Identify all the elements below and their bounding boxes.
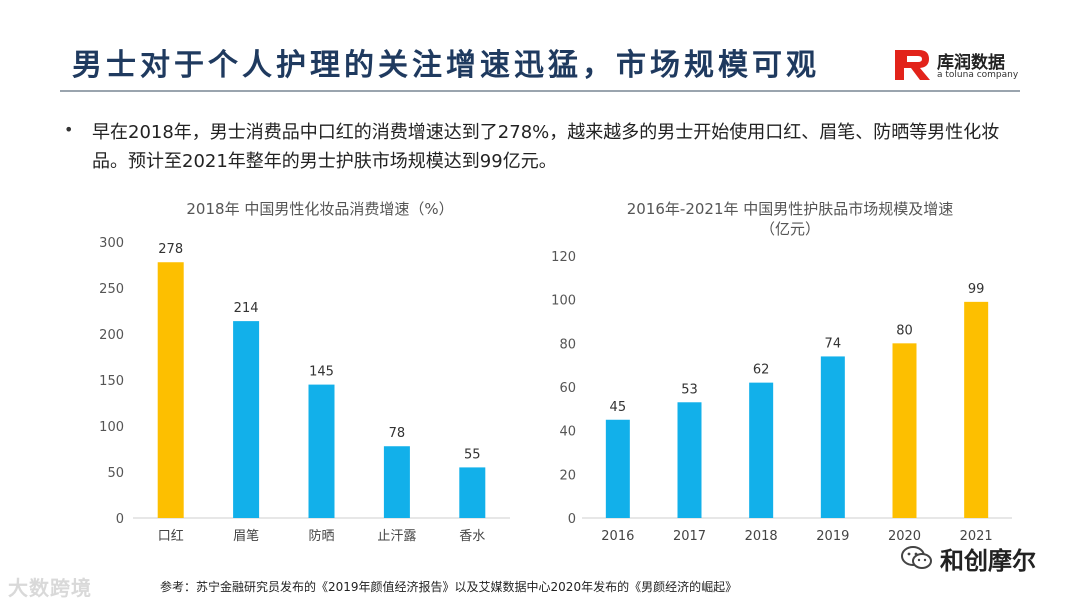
bar-2020 xyxy=(892,343,917,518)
bar-2018 xyxy=(749,382,774,518)
category-label: 眉笔 xyxy=(233,528,259,544)
data-label: 74 xyxy=(825,336,842,351)
data-label: 214 xyxy=(234,301,259,316)
y-tick-label: 100 xyxy=(99,420,124,435)
category-label: 口红 xyxy=(158,528,184,544)
y-tick-label: 20 xyxy=(559,468,576,483)
bar-眉笔 xyxy=(233,321,260,518)
y-tick-label: 80 xyxy=(559,337,576,352)
y-tick-label: 150 xyxy=(99,374,124,389)
category-label: 防晒 xyxy=(308,528,334,544)
y-tick-label: 200 xyxy=(99,328,124,343)
category-label: 2019 xyxy=(816,529,849,544)
data-label: 53 xyxy=(681,382,698,397)
company-logo: 库润数据 a toluna company xyxy=(893,46,1033,86)
bar-口红 xyxy=(157,262,184,518)
slide-header: 男士对于个人护理的关注增速迅猛，市场规模可观 库润数据 a toluna com… xyxy=(0,0,1080,92)
data-label: 55 xyxy=(464,447,481,462)
cosmetics-growth-chart: 2018年 中国男性化妆品消费增速（%） 0 50 100 150 200 250 300 27… xyxy=(80,190,530,560)
category-label: 2017 xyxy=(673,529,706,544)
bar-防晒 xyxy=(308,384,335,518)
bar-香水 xyxy=(459,467,486,518)
bar-2019 xyxy=(820,356,845,518)
source-note: 参考：苏宁金融研究员发布的《2019年颜值经济报告》以及艾媒数据中心2020年发… xyxy=(160,580,738,594)
category-label: 2021 xyxy=(960,529,993,544)
chart-title-line: 2016年-2021年 中国男性护肤品市场规模及增速 xyxy=(627,200,954,218)
logo-mark-icon xyxy=(895,50,930,80)
data-label: 62 xyxy=(753,363,770,378)
y-tick-label: 0 xyxy=(568,512,576,527)
y-tick-label: 300 xyxy=(99,236,124,251)
bar-2016 xyxy=(605,419,630,518)
category-label: 香水 xyxy=(459,529,485,544)
cosmetics-growth-chart-svg: 2018年 中国男性化妆品消费增速（%） 0 50 100 150 200 250 300 27… xyxy=(99,200,510,544)
header-divider xyxy=(60,90,1020,92)
watermark-left: 大数跨境 xyxy=(8,576,92,600)
y-tick-label: 40 xyxy=(559,425,576,440)
data-label: 80 xyxy=(896,323,913,338)
data-label: 78 xyxy=(389,426,406,441)
logo-name: 库润数据 xyxy=(937,53,1005,73)
category-label: 2016 xyxy=(601,529,634,544)
bullet-dot-icon: • xyxy=(64,120,74,139)
chart-title-line: 2018年 中国男性化妆品消费增速（%） xyxy=(186,200,453,218)
category-label: 2020 xyxy=(888,529,921,544)
logo-subtitle: a toluna company xyxy=(937,70,1019,80)
watermark-right-text: 和创摩尔 xyxy=(940,547,1036,575)
summary-text: 早在2018年，男士消费品中口红的消费增速达到了278%，越来越多的男士开始使用… xyxy=(92,122,1000,172)
page-title: 男士对于个人护理的关注增速迅猛，市场规模可观 xyxy=(72,48,820,83)
bar-2021 xyxy=(964,301,989,518)
y-tick-label: 60 xyxy=(559,381,576,396)
skincare-market-chart: 2016年-2021年 中国男性护肤品市场规模及增速 （亿元） 0 20 40 60 80 1… xyxy=(540,190,1020,560)
chart-title-line: （亿元） xyxy=(760,220,820,238)
data-label: 99 xyxy=(968,282,985,297)
category-label: 2018 xyxy=(745,529,778,544)
data-label: 145 xyxy=(309,365,334,380)
data-label: 45 xyxy=(610,400,627,415)
y-tick-label: 250 xyxy=(99,282,124,297)
y-tick-label: 100 xyxy=(551,294,576,309)
y-tick-label: 50 xyxy=(107,466,124,481)
bar-止汗露 xyxy=(383,446,410,518)
category-label: 止汗露 xyxy=(377,529,416,544)
wechat-icon xyxy=(901,546,932,569)
y-tick-label: 0 xyxy=(116,512,124,527)
bar-2017 xyxy=(677,402,702,518)
y-tick-label: 120 xyxy=(551,250,576,265)
skincare-market-chart-svg: 2016年-2021年 中国男性护肤品市场规模及增速 （亿元） 0 20 40 60 80 1… xyxy=(551,200,1012,544)
data-label: 278 xyxy=(158,242,183,257)
